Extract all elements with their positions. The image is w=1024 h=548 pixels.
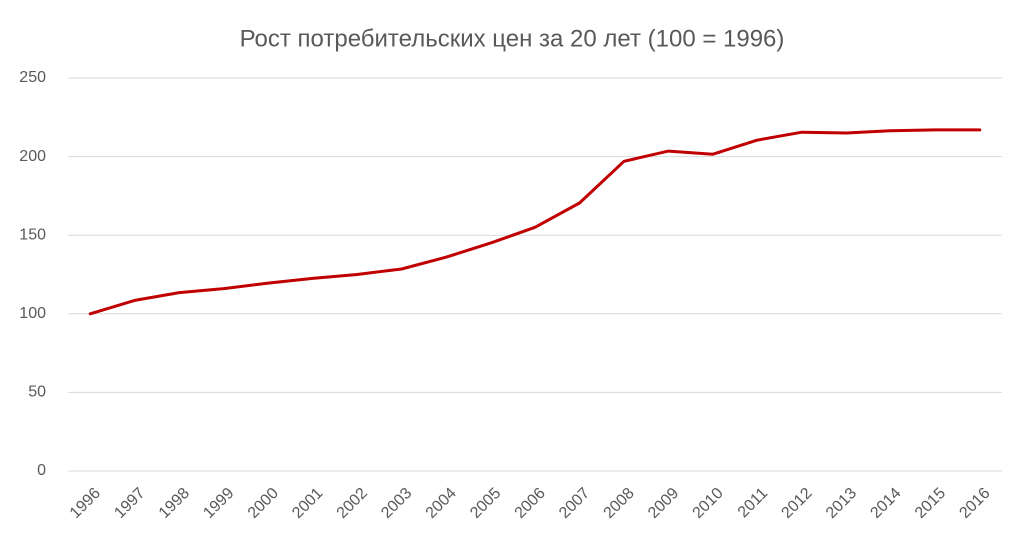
x-tick-label: 2007: [556, 485, 593, 522]
x-tick-label: 2000: [245, 485, 282, 522]
x-tick-label: 2009: [645, 485, 682, 522]
x-tick-label: 2015: [912, 485, 949, 522]
y-tick-label: 0: [37, 462, 46, 479]
x-tick-label: 2014: [867, 485, 904, 522]
x-tick-label: 1998: [156, 485, 193, 522]
x-tick-label: 1997: [111, 485, 148, 522]
x-tick-label: 2005: [467, 485, 504, 522]
line-series: [88, 128, 982, 316]
x-tick-label: 1996: [67, 485, 104, 522]
x-tick-label: 2011: [735, 485, 771, 521]
x-tick-label: 2004: [423, 485, 460, 522]
x-tick-label: 2008: [601, 485, 638, 522]
x-tick-label: 2006: [512, 485, 549, 522]
x-tick-label: 2003: [378, 485, 415, 522]
x-tick-label: 2010: [690, 485, 727, 522]
y-tick-label: 150: [19, 226, 46, 243]
x-tick-label: 2012: [778, 485, 815, 522]
y-tick-label: 250: [19, 69, 46, 86]
chart-title: Рост потребительских цен за 20 лет (100 …: [240, 25, 785, 52]
y-tick-label: 200: [19, 148, 46, 165]
x-tick-label: 2002: [334, 485, 371, 522]
y-tick-label: 100: [19, 305, 46, 322]
x-tick-label: 2016: [956, 485, 993, 522]
x-tick-label: 2001: [289, 485, 326, 522]
x-tick-label: 1999: [200, 485, 237, 522]
y-tick-label: 50: [28, 384, 46, 401]
x-tick-label: 2013: [823, 485, 860, 522]
